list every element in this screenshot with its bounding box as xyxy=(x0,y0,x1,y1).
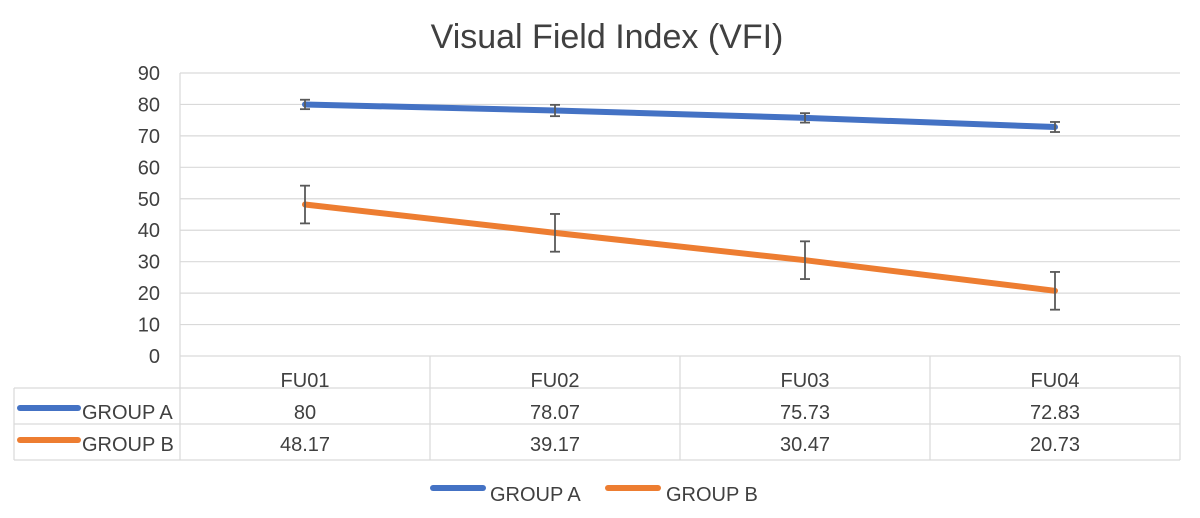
legend-label: GROUP B xyxy=(666,484,758,506)
table-cell-value: 39.17 xyxy=(530,434,580,456)
table-series-name: GROUP B xyxy=(82,434,174,456)
error-bar xyxy=(550,213,560,253)
y-tick-label: 0 xyxy=(149,346,160,368)
error-bar xyxy=(1050,121,1060,133)
y-tick-label: 40 xyxy=(138,220,160,242)
error-bar xyxy=(1050,271,1060,311)
error-bar xyxy=(300,98,310,111)
table-series-name: GROUP A xyxy=(82,402,173,424)
error-bar xyxy=(300,184,310,225)
error-bar xyxy=(800,112,810,124)
category-label: FU04 xyxy=(1031,370,1080,392)
table-cell-value: 20.73 xyxy=(1030,434,1080,456)
data-table: FU01 FU02 FU03 FU04 GROUP A 80 78.07 75.73 72.83… xyxy=(13,73,1181,461)
y-tick-label: 60 xyxy=(138,157,160,179)
error-bar xyxy=(550,103,560,118)
table-cell-value: 78.07 xyxy=(530,402,580,424)
legend: GROUP A GROUP B xyxy=(430,484,758,506)
table-cell-value: 30.47 xyxy=(780,434,830,456)
series-line-group-a xyxy=(302,101,1058,130)
category-label: FU01 xyxy=(281,370,330,392)
category-label: FU03 xyxy=(781,370,830,392)
table-cell-value: 75.73 xyxy=(780,402,830,424)
y-tick-label: 20 xyxy=(138,283,160,305)
gridlines xyxy=(180,72,1180,326)
series-line-group-b xyxy=(302,201,1058,294)
category-label: FU02 xyxy=(531,370,580,392)
y-tick-label: 70 xyxy=(138,126,160,148)
y-tick-label: 90 xyxy=(138,63,160,85)
table-cell-value: 48.17 xyxy=(280,434,330,456)
y-tick-label: 50 xyxy=(138,189,160,211)
y-tick-label: 10 xyxy=(138,315,160,337)
error-bar xyxy=(800,240,810,280)
chart-title: Visual Field Index (VFI) xyxy=(431,18,784,56)
legend-label: GROUP A xyxy=(490,484,581,506)
y-axis-ticks: 0 10 20 30 40 50 60 70 80 90 xyxy=(138,63,160,368)
y-tick-label: 30 xyxy=(138,252,160,274)
table-cell-value: 72.83 xyxy=(1030,402,1080,424)
series-lines xyxy=(300,98,1060,311)
table-cell-value: 80 xyxy=(294,402,316,424)
y-tick-label: 80 xyxy=(138,94,160,116)
